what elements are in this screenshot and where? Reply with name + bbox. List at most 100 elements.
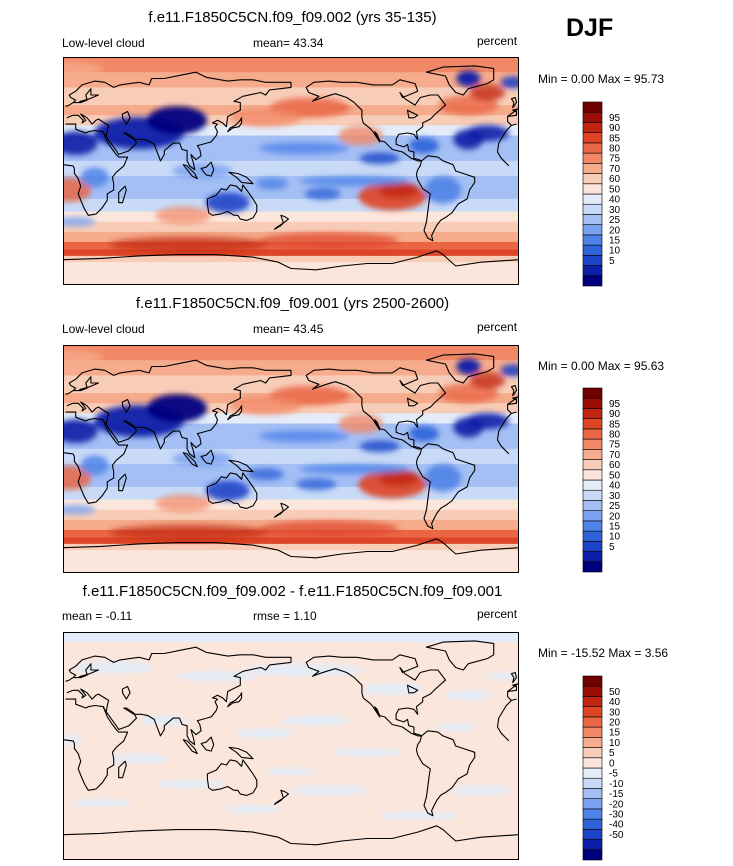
iceland-low: [469, 372, 506, 389]
zonal-band: [63, 509, 519, 521]
cbar1-swatch-10: [582, 173, 603, 185]
storm-track-npac-west: [229, 396, 302, 415]
zonal-band: [63, 537, 519, 545]
cbar3-tick-label: 10: [609, 738, 621, 749]
panel-3-mean-label: mean = -0.11: [62, 609, 133, 623]
panel-3-title: f.e11.F1850C5CN.f09_f09.002 - f.e11.F185…: [82, 583, 503, 600]
coastline-antarctica: [63, 538, 519, 559]
sc-deck-peru-core: [378, 182, 419, 198]
coastline-americasN: [305, 367, 447, 450]
southern-ocean: [109, 236, 270, 253]
coastline-japan: [227, 117, 243, 133]
coastline-americasS: [415, 155, 476, 242]
panel-1-units-label: percent: [477, 34, 518, 48]
cbar3-tick-label: 5: [609, 748, 615, 759]
cbar3-swatch-1: [582, 839, 603, 851]
cbar1-swatch-16: [582, 111, 603, 123]
negative-diff-patch: [71, 799, 131, 807]
zonal-band: [63, 413, 519, 425]
coastline-great-lakes: [406, 109, 419, 119]
cbar3-swatch-0: [582, 849, 603, 861]
coastline-sumatra: [182, 452, 198, 468]
cbar3-tick-label: -40: [609, 820, 624, 831]
cbar2-swatch-15: [582, 408, 603, 419]
east-pacific-itcz: [359, 440, 400, 453]
panel-3-minmax: Min = -15.52 Max = 3.56: [538, 646, 669, 660]
coastline-newguinea: [228, 746, 254, 760]
zonal-band: [63, 375, 519, 394]
panel-2-map: [63, 345, 519, 573]
greenland-ice: [456, 358, 481, 375]
coastline-borneo: [200, 449, 215, 465]
cbar3-tick-label: 30: [609, 707, 621, 718]
cbar1-tick-label: 30: [609, 205, 621, 216]
negative-diff-patch: [63, 734, 83, 745]
polar-diff-band: [63, 632, 519, 643]
coastline-madagascar: [118, 185, 127, 204]
panel-3-map: [63, 632, 519, 860]
south-atlantic: [63, 504, 96, 515]
coastline-nz: [273, 502, 290, 518]
arctic-high: [63, 349, 103, 366]
negative-diff-patch: [154, 780, 225, 788]
cbar2-tick-label: 90: [609, 409, 621, 420]
coastline-newguinea: [228, 171, 254, 185]
zonal-band: [63, 87, 519, 106]
cbar3-tick-label: -50: [609, 830, 624, 841]
negative-diff-patch: [223, 805, 283, 814]
greenland-ice: [456, 70, 481, 87]
spcz-deficit: [304, 187, 341, 200]
cbar2-swatch-8: [582, 479, 603, 491]
warm-pool-deficit: [256, 177, 288, 190]
trade-cu-npac: [258, 430, 349, 443]
maritime-continent: [172, 163, 233, 179]
cbar3-tick-label: 20: [609, 718, 621, 729]
cbar1-tick-label: 25: [609, 215, 621, 226]
coastline-australia: [206, 184, 258, 221]
cbar3-tick-label: -5: [609, 769, 618, 780]
arctic-high: [63, 61, 103, 78]
dry-sahara: [63, 419, 98, 444]
negative-diff-patch: [266, 767, 316, 776]
cbar1-swatch-3: [582, 244, 603, 256]
cbar3-tick-label: 40: [609, 697, 621, 708]
panel-1-mean-label: mean= 43.34: [253, 36, 324, 50]
coastline-japan: [227, 692, 243, 708]
cbar2-tick-label: 70: [609, 450, 621, 461]
cbar3-swatch-14: [582, 706, 603, 718]
zonal-band: [63, 221, 519, 233]
cbar2-tick-label: 80: [609, 430, 621, 441]
panel-3-rmse-label: rmse = 1.10: [253, 609, 317, 623]
zonal-band: [63, 262, 519, 285]
cbar1-tick-label: 40: [609, 195, 621, 206]
coastline-africa: [63, 698, 512, 791]
coastline-japan: [227, 405, 243, 421]
panel-2-variable-label: Low-level cloud: [62, 322, 145, 336]
itcz-cold-tongue: [299, 464, 410, 475]
panel-1-title: f.e11.F1850C5CN.f09_f09.002 (yrs 35-135): [148, 9, 437, 26]
panel-2-minmax: Min = 0.00 Max = 95.63: [538, 359, 665, 373]
cbar2-swatch-1: [582, 551, 603, 563]
cbar2-swatch-10: [582, 459, 603, 471]
panel-2-title: f.e11.F1850C5CN.f09_f09.001 (yrs 2500-26…: [135, 295, 450, 312]
coastline-eurasia: [65, 71, 519, 171]
zonal-band: [63, 249, 519, 257]
cbar3-swatch-6: [582, 788, 603, 799]
cbar2-swatch-14: [582, 418, 603, 430]
zonal-band: [63, 550, 519, 573]
map-frame: [63, 57, 519, 285]
zonal-band: [63, 125, 519, 137]
negative-diff-patch: [443, 690, 494, 701]
coastline-caspian: [121, 685, 131, 700]
coastline-australia: [206, 759, 258, 796]
cbar2-tick-label: 5: [609, 542, 615, 553]
sc-deck-australia: [155, 206, 212, 225]
east-pacific-itcz: [359, 152, 400, 165]
cbar2-tick-label: 30: [609, 491, 621, 502]
iceland-low: [469, 84, 506, 101]
cbar2-tick-label: 95: [609, 399, 621, 410]
zonal-band: [63, 436, 519, 450]
coastline-caspian: [121, 110, 131, 125]
zonal-band: [63, 255, 519, 263]
